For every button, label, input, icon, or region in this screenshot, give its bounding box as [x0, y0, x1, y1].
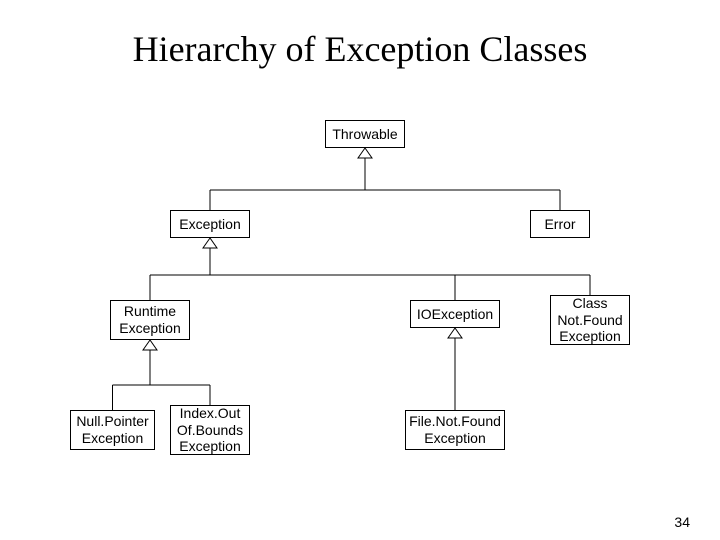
node-nullpointer: Null.PointerException — [70, 410, 155, 450]
slide-title: Hierarchy of Exception Classes — [0, 28, 720, 70]
node-filenotfound: File.Not.FoundException — [405, 410, 505, 450]
node-error: Error — [530, 210, 590, 238]
node-runtime: RuntimeException — [110, 300, 190, 340]
hierarchy-diagram: Throwable Exception Error RuntimeException I… — [50, 120, 670, 520]
node-exception: Exception — [170, 210, 250, 238]
node-indexoob: Index.OutOf.BoundsException — [170, 405, 250, 455]
node-io: IOException — [410, 300, 500, 328]
page-number: 34 — [674, 514, 690, 530]
node-throwable: Throwable — [325, 120, 405, 148]
node-classnotfound: ClassNot.FoundException — [550, 295, 630, 345]
